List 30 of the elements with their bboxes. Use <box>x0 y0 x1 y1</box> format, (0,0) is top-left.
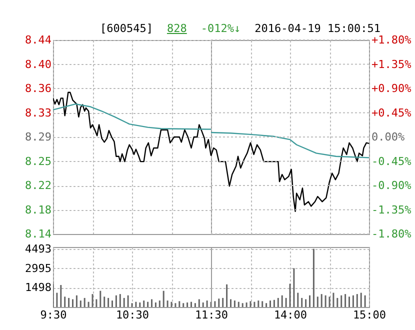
x-tick-label: 15:00 <box>352 308 386 322</box>
y-tick-label: 1498 <box>25 281 52 294</box>
text: +0.45% <box>372 106 412 120</box>
y-tick-label: 4493 <box>25 242 52 256</box>
y-tick-label: 8.18 <box>25 203 52 216</box>
text: -1.35% <box>372 203 412 216</box>
y-tick-label: 8.22 <box>25 179 52 192</box>
y-tick-label: 8.33 <box>25 106 52 120</box>
y-tick-label: 8.36 <box>25 82 52 95</box>
y-tick-label: 8.25 <box>25 154 52 168</box>
text: -012%↓ <box>200 22 241 35</box>
text: -0.90% <box>372 179 412 192</box>
text: 2016-04-19 15:00:51 <box>254 22 380 35</box>
y-tick-label: 8.14 <box>25 228 52 240</box>
x-tick-label: 10:30 <box>116 308 150 322</box>
chart-title: [600545] <box>100 22 153 35</box>
x-tick-label: 14:00 <box>274 308 308 322</box>
text: 0.00% <box>372 130 405 144</box>
y-tick-label: 8.40 <box>25 58 52 71</box>
y-tick-label: 2995 <box>25 262 52 275</box>
text: -0.45% <box>372 154 412 168</box>
x-tick-label: 9:30 <box>40 308 67 322</box>
text: +0.90% <box>372 82 412 95</box>
text: -1.80% <box>372 228 412 240</box>
text: 828 <box>166 22 187 35</box>
text: +1.35% <box>372 58 412 71</box>
y-tick-label: 8.29 <box>25 130 52 144</box>
y-tick-label: 8.44 <box>25 34 52 46</box>
x-tick-label: 11:30 <box>194 308 228 322</box>
text: +1.80% <box>372 34 412 46</box>
